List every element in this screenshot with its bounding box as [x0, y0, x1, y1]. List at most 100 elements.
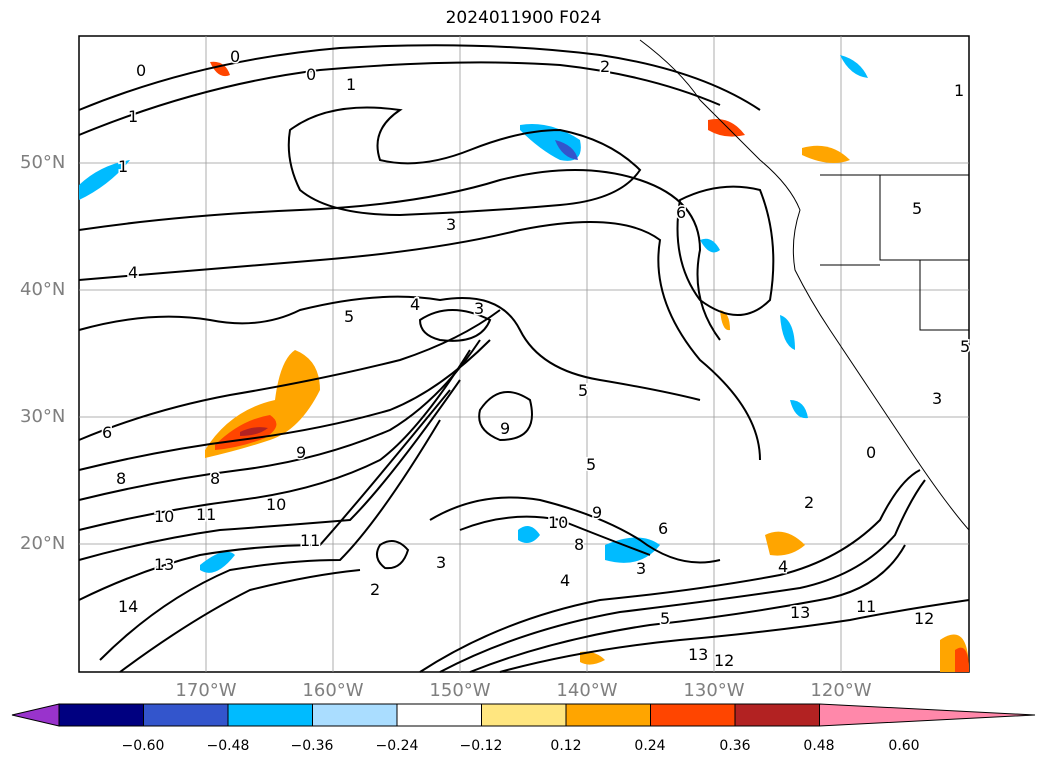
- contour-label: 0: [866, 443, 876, 462]
- colorbar-segment: [396, 703, 482, 727]
- contour-label: 5: [344, 307, 354, 326]
- contour-label: 3: [446, 215, 456, 234]
- contour-label: 11: [196, 505, 216, 524]
- colorbar-tick: −0.36: [290, 738, 334, 754]
- lat-label-20n: 20°N: [20, 533, 66, 554]
- contour-label: 2: [600, 57, 610, 76]
- contour-label: 5: [578, 381, 588, 400]
- lon-label-170w: 170°W: [175, 680, 237, 701]
- contour-label: 12: [714, 651, 734, 670]
- lon-label-140w: 140°W: [556, 680, 618, 701]
- shade-negative-3: [79, 160, 130, 200]
- shade-negative-10: [200, 551, 235, 573]
- contour-label: 13: [154, 555, 174, 574]
- contour-label: 6: [658, 519, 668, 538]
- colorbar-tick: 0.48: [803, 738, 835, 754]
- contour-label: 9: [500, 419, 510, 438]
- contour-label: 2: [370, 580, 380, 599]
- lon-label-120w: 120°W: [810, 680, 872, 701]
- lat-label-30n: 30°N: [20, 406, 66, 427]
- contour-label: 0: [306, 65, 316, 84]
- colorbar-tick: −0.12: [459, 738, 503, 754]
- colorbar-tick: −0.60: [121, 738, 165, 754]
- contour-label: 11: [856, 597, 876, 616]
- contour-label: 6: [102, 423, 112, 442]
- contour-label: 3: [436, 553, 446, 572]
- contour-label: 2: [804, 493, 814, 512]
- colorbar-segment: [143, 703, 229, 727]
- shade-negative-4: [840, 55, 868, 78]
- contour-label: 5: [912, 199, 922, 218]
- colorbar-extend-min: [11, 703, 60, 727]
- contour-label: 13: [790, 603, 810, 622]
- colorbar-tick: 0.36: [719, 738, 751, 754]
- colorbar-tick: 0.12: [550, 738, 582, 754]
- lat-label-40n: 40°N: [20, 279, 66, 300]
- shade-positive-8: [955, 647, 969, 672]
- colorbar-tick: −0.48: [206, 738, 250, 754]
- colorbar-tick: 0.60: [888, 738, 920, 754]
- colorbar-segment: [481, 703, 567, 727]
- shade-negative-8: [790, 400, 808, 419]
- map-title: 2024011900 F024: [445, 8, 602, 28]
- contour-label: 8: [116, 469, 126, 488]
- shade-positive-3: [240, 427, 268, 436]
- contour-label: 0: [136, 61, 146, 80]
- graticule: [79, 36, 969, 672]
- lat-label-50n: 50°N: [20, 152, 66, 173]
- colorbar-segment: [312, 703, 398, 727]
- map-frame: [78, 35, 970, 673]
- colorbar-segment: [58, 703, 144, 727]
- colorbar-segment: [565, 703, 651, 727]
- lon-label-160w: 160°W: [302, 680, 364, 701]
- shade-negative-6: [518, 526, 540, 544]
- contour-label: 5: [960, 337, 970, 356]
- shade-negative-7: [780, 315, 795, 350]
- contour-label: 10: [548, 513, 568, 532]
- contour-label: 14: [118, 597, 138, 616]
- contour-label: 3: [932, 389, 942, 408]
- contour-label: 1: [346, 75, 356, 94]
- contour-label: 13: [688, 645, 708, 664]
- contour-label: 9: [592, 503, 602, 522]
- shade-positive-6: [765, 531, 805, 556]
- contour-label: 4: [560, 571, 570, 590]
- contour-label: 0: [230, 47, 240, 66]
- contour-label: 8: [210, 469, 220, 488]
- contour-label: 11: [300, 531, 320, 550]
- colorbar-segment: [650, 703, 736, 727]
- contour-label: 4: [410, 295, 420, 314]
- colorbar-segment: [734, 703, 820, 727]
- contour-label: 8: [574, 535, 584, 554]
- colorbar-extend-max: [819, 703, 1036, 727]
- contour-label: 10: [266, 495, 286, 514]
- shade-positive-4: [708, 119, 745, 137]
- contour-label: 3: [636, 559, 646, 578]
- colorbar-tick: −0.24: [375, 738, 419, 754]
- contour-label: 1: [954, 81, 964, 100]
- lon-label-150w: 150°W: [429, 680, 491, 701]
- coastlines: [639, 39, 970, 531]
- contour-label: 6: [676, 203, 686, 222]
- contour-label: 5: [660, 609, 670, 628]
- contours: [78, 44, 970, 673]
- contour-label: 3: [474, 299, 484, 318]
- colorbar-tick: 0.24: [634, 738, 666, 754]
- contour-label: 5: [586, 455, 596, 474]
- contour-label: 12: [914, 609, 934, 628]
- colorbar: [11, 703, 1036, 727]
- contour-label: 4: [778, 557, 788, 576]
- contour-label: 1: [118, 157, 128, 176]
- shade-positive-9: [580, 651, 605, 665]
- contour-label: 4: [128, 263, 138, 282]
- contour-label: 9: [296, 443, 306, 462]
- shade-negative-9: [700, 238, 720, 253]
- shade-positive-5: [802, 145, 850, 164]
- shade-negative-2: [555, 140, 578, 160]
- shade-positive-11: [720, 310, 730, 331]
- contour-label: 10: [154, 507, 174, 526]
- shade-positive-10: [210, 61, 230, 77]
- shaded-field: [79, 55, 969, 672]
- contour-label: 1: [128, 107, 138, 126]
